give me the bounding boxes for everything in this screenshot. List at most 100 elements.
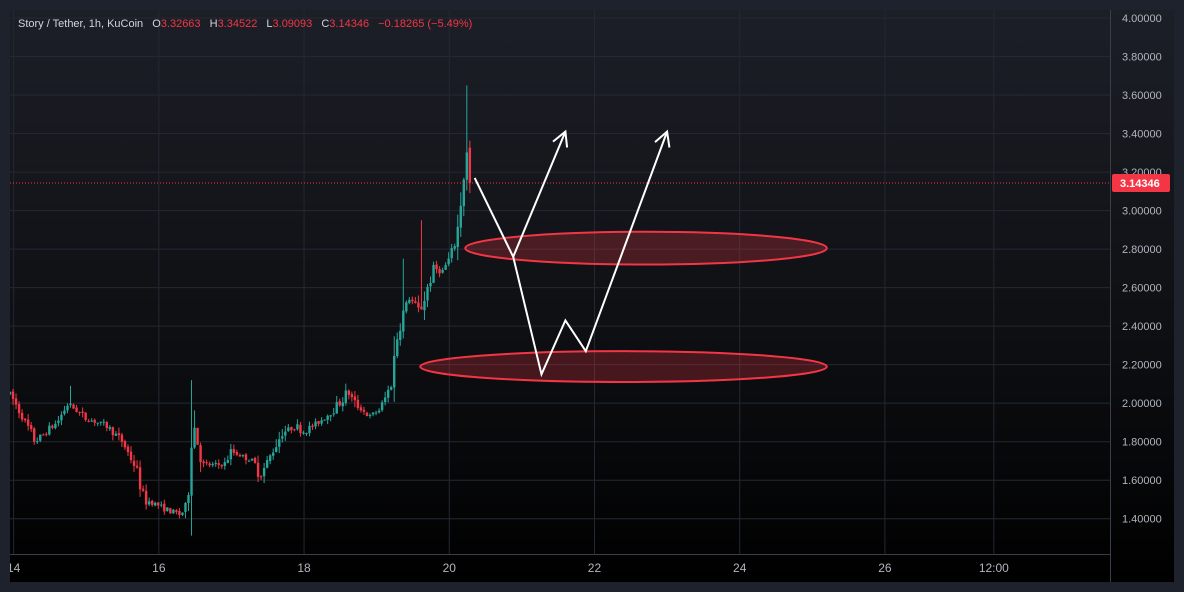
candle-body-88 bbox=[275, 447, 278, 452]
low-value: 3.09093 bbox=[272, 18, 313, 30]
candle-body-137 bbox=[423, 300, 426, 311]
time-tick-label-4: 22 bbox=[588, 561, 602, 575]
candle-body-51 bbox=[163, 503, 166, 512]
candle-body-42 bbox=[135, 465, 139, 468]
candle-body-120 bbox=[371, 412, 375, 415]
candle-body-26 bbox=[87, 420, 90, 422]
candle-body-6 bbox=[26, 419, 30, 426]
candle-body-130 bbox=[402, 310, 405, 332]
candle-body-15 bbox=[54, 423, 57, 429]
candle-body-125 bbox=[386, 389, 390, 398]
candle-body-142 bbox=[438, 268, 441, 274]
candle-body-91 bbox=[284, 431, 287, 436]
change-value: −0.18265 (−5.49%) bbox=[378, 18, 473, 30]
candle-body-139 bbox=[429, 282, 432, 287]
candle-body-136 bbox=[420, 306, 423, 310]
candle-body-55 bbox=[175, 510, 178, 512]
candle-body-1 bbox=[11, 391, 15, 399]
candle-body-85 bbox=[265, 460, 269, 468]
support-zone-1[interactable] bbox=[464, 230, 828, 266]
candle-body-13 bbox=[48, 425, 51, 435]
candle-body-8 bbox=[33, 428, 36, 442]
candle-body-11 bbox=[42, 434, 45, 436]
chart-frame[interactable]: 4.00000 3.80000 3.60000 3.40000 3.20000 3.000… bbox=[10, 10, 1174, 582]
price-chart[interactable]: 4.000003.800003.600003.400003.200003.000… bbox=[10, 10, 1174, 582]
candle-body-126 bbox=[389, 387, 393, 390]
price-tick-label-0: 4.00000 bbox=[1122, 13, 1162, 25]
candle-body-112 bbox=[347, 390, 351, 395]
candle-body-14 bbox=[51, 425, 54, 428]
candle-body-82 bbox=[256, 462, 260, 477]
candle-body-95 bbox=[296, 424, 299, 430]
candle-body-24 bbox=[81, 411, 84, 413]
drawing-arrows[interactable] bbox=[473, 129, 671, 378]
candle-body-58 bbox=[184, 502, 187, 512]
candle-body-148 bbox=[456, 226, 459, 248]
candle-body-90 bbox=[281, 436, 284, 439]
time-tick-label-6: 26 bbox=[878, 561, 892, 575]
candle-body-2 bbox=[14, 398, 18, 405]
candle-body-50 bbox=[160, 504, 163, 506]
candle-body-71 bbox=[223, 462, 226, 466]
candle-body-72 bbox=[226, 460, 230, 463]
candle-body-140 bbox=[432, 264, 435, 283]
candle-body-93 bbox=[290, 427, 293, 431]
open-value: 3.32663 bbox=[160, 18, 201, 30]
candle-body-89 bbox=[278, 439, 281, 447]
price-tick-label-6: 2.80000 bbox=[1122, 244, 1162, 256]
candle-body-132 bbox=[408, 299, 411, 304]
candle-body-77 bbox=[241, 455, 245, 457]
candle-body-135 bbox=[417, 302, 420, 308]
projection-path-alt[interactable] bbox=[512, 131, 567, 258]
candle-body-34 bbox=[111, 427, 115, 436]
candle-body-100 bbox=[311, 425, 314, 427]
candle-body-122 bbox=[377, 410, 381, 413]
candle-body-0 bbox=[10, 391, 12, 395]
price-tick-label-3: 3.40000 bbox=[1122, 129, 1162, 141]
candle-body-29 bbox=[96, 422, 99, 424]
candle-body-41 bbox=[132, 460, 136, 467]
candle-body-152 bbox=[468, 147, 472, 183]
high-label: H bbox=[209, 18, 218, 30]
candle-body-59 bbox=[187, 494, 190, 503]
candle-body-99 bbox=[308, 425, 311, 434]
candle-body-57 bbox=[181, 512, 184, 516]
candle-body-25 bbox=[84, 412, 87, 421]
candle-body-65 bbox=[205, 462, 208, 464]
candle-body-86 bbox=[268, 455, 272, 461]
candle-body-111 bbox=[344, 390, 348, 403]
candle-body-144 bbox=[444, 264, 447, 270]
support-zone-2[interactable] bbox=[419, 350, 828, 383]
candle-body-107 bbox=[332, 413, 335, 415]
projection-path-alt-head bbox=[552, 129, 569, 148]
candle-body-60 bbox=[190, 447, 193, 496]
candle-body-101 bbox=[314, 421, 317, 427]
candle-body-52 bbox=[166, 507, 169, 512]
grid-lines bbox=[10, 10, 1110, 554]
candle-body-145 bbox=[447, 258, 450, 265]
candle-body-123 bbox=[380, 402, 384, 411]
candle-body-113 bbox=[350, 394, 354, 398]
candle-body-131 bbox=[405, 302, 408, 312]
price-tick-label-5: 3.00000 bbox=[1122, 206, 1162, 218]
price-tick-label-2: 3.60000 bbox=[1122, 90, 1162, 102]
candle-body-134 bbox=[414, 301, 417, 303]
price-axis[interactable]: 4.000003.800003.600003.400003.200003.000… bbox=[1110, 10, 1162, 582]
candle-body-9 bbox=[36, 441, 39, 443]
symbol-title[interactable]: Story / Tether, 1h, KuCoin bbox=[18, 18, 144, 30]
candle-body-141 bbox=[435, 264, 438, 270]
candle-body-18 bbox=[63, 410, 66, 414]
time-tick-label-1: 16 bbox=[152, 561, 166, 575]
drawing-zones[interactable] bbox=[419, 230, 828, 383]
candle-body-22 bbox=[75, 407, 78, 412]
time-tick-label-3: 20 bbox=[443, 561, 457, 575]
candle-body-19 bbox=[66, 405, 69, 411]
candle-body-121 bbox=[374, 412, 378, 414]
projection-path-main[interactable] bbox=[473, 131, 669, 378]
time-axis[interactable]: 14 16 18 20 22 24 26 12:00 bbox=[10, 554, 1110, 576]
candle-body-44 bbox=[141, 488, 145, 491]
candle-body-62 bbox=[196, 427, 199, 445]
candle-body-97 bbox=[302, 432, 305, 434]
candle-body-63 bbox=[199, 445, 202, 463]
candle-body-115 bbox=[356, 399, 360, 408]
